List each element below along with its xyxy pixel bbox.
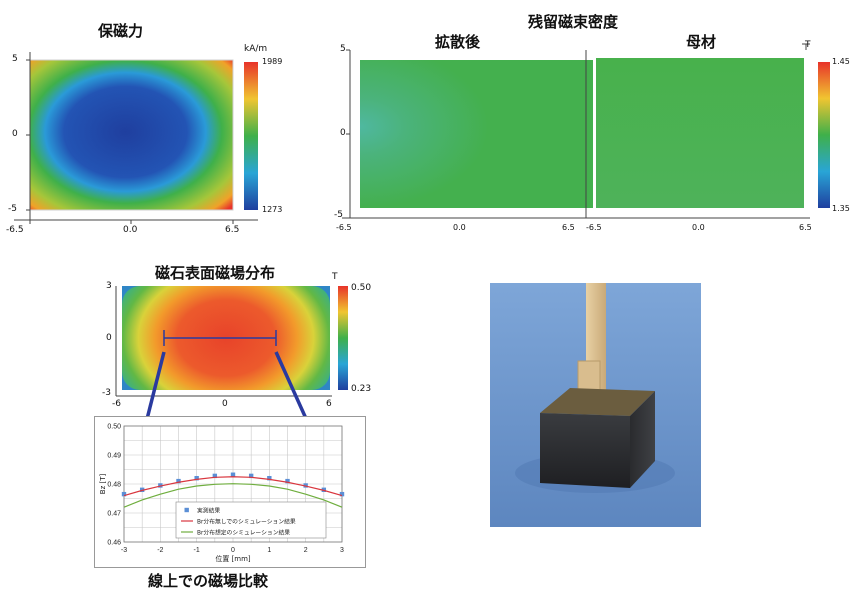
- y-tick-label: 0.48: [107, 482, 121, 489]
- remanence-heatmaps: [342, 43, 830, 219]
- chart4-title: 磁石表面磁場分布: [155, 264, 276, 282]
- data-point: [339, 491, 345, 497]
- surface-field-colorbar: [338, 286, 348, 390]
- y-tick-label: 0.47: [107, 511, 121, 518]
- x-tick-label: 3: [340, 547, 344, 554]
- series-line-1: [123, 476, 343, 497]
- remanence-colorbar: [818, 62, 830, 208]
- chart1-colorbar-min: 1273: [262, 205, 283, 214]
- y-tick-label: 0.49: [107, 453, 121, 460]
- chart2-xtick-left: -6.5: [336, 223, 352, 232]
- chart1-xtick-mid: 0.0: [123, 225, 138, 235]
- surface-field-heatmap: [115, 286, 348, 397]
- legend-label: Br分布想定のシミュレーション結果: [197, 529, 290, 537]
- data-point: [230, 472, 236, 477]
- chart4-xtick-right: 6: [326, 399, 332, 409]
- chart3-colorbar-max: 1.45: [832, 57, 850, 66]
- data-point: [248, 473, 254, 479]
- chart1-xtick-right: 6.5: [225, 225, 240, 235]
- plot-frame: [123, 425, 343, 543]
- chart2-ytick-top: 5: [340, 44, 346, 54]
- y-tick-label: 0.50: [107, 424, 121, 431]
- chart3-colorbar-unit: T: [805, 40, 811, 50]
- legend-label: 実測結果: [197, 507, 220, 515]
- chart3-colorbar-min: 1.35: [832, 204, 850, 213]
- chart4-xtick-left: -6: [112, 399, 121, 409]
- y-tick-label: 0.46: [107, 540, 121, 547]
- coercivity-colorbar: [244, 62, 258, 210]
- chart3-title: 母材: [686, 33, 717, 51]
- chart2-ytick-bot: -5: [334, 210, 343, 220]
- chart1-title: 保磁力: [98, 22, 144, 40]
- chart1-xtick-left: -6.5: [6, 225, 24, 235]
- chart3-xtick-right: 6.5: [799, 223, 812, 232]
- x-tick-label: -1: [194, 547, 200, 554]
- chart4-ytick-mid: 0: [106, 333, 112, 343]
- data-point: [285, 478, 290, 484]
- chart1-colorbar-unit: kA/m: [244, 44, 268, 54]
- y-axis-label: Bz [T]: [99, 474, 107, 495]
- chart3-xtick-left: -6.5: [586, 223, 602, 232]
- x-tick-label: 1: [267, 547, 271, 554]
- chart4-ytick-bot: -3: [102, 388, 111, 398]
- x-tick-label: 0: [231, 547, 235, 554]
- diffused-map: [360, 60, 593, 208]
- x-tick-label: -2: [157, 547, 163, 554]
- data-point: [121, 491, 127, 497]
- x-axis-label: 位置 [mm]: [215, 554, 251, 563]
- comparison-line-chart: -3 -2 -1 0 1 2 3 0.50 0.49 0.48 0.47 0.46 位置 [mm] Bz …: [94, 416, 366, 568]
- chart2-title: 拡散後: [435, 33, 481, 51]
- chart5-title: 線上での磁場比較: [148, 572, 269, 590]
- chart1-ytick-bot: -5: [8, 204, 17, 214]
- x-tick-label: -3: [121, 547, 127, 554]
- legend-swatch: [184, 507, 189, 513]
- chart4-colorbar-max: 0.50: [351, 283, 372, 293]
- series-line-2: [123, 483, 343, 508]
- base-material-map: [596, 58, 804, 208]
- coercivity-map: [30, 60, 233, 210]
- chart4-xtick-mid: 0: [222, 399, 228, 409]
- chart1-ytick-mid: 0: [12, 129, 18, 139]
- chart2-xtick-mid: 0.0: [453, 223, 466, 232]
- remanence-group-title: 残留磁束密度: [528, 13, 619, 31]
- x-tick-label: 2: [304, 547, 308, 554]
- data-point: [267, 476, 272, 481]
- chart2-ytick-mid: 0: [340, 128, 346, 138]
- data-point: [212, 473, 218, 479]
- chart1-colorbar-max: 1989: [262, 57, 283, 66]
- magnet-photo: [490, 283, 701, 527]
- chart3-xtick-mid: 0.0: [692, 223, 705, 232]
- data-point: [194, 476, 199, 481]
- chart4-colorbar-min: 0.23: [351, 384, 372, 394]
- chart4-ytick-top: 3: [106, 281, 112, 291]
- data-point: [176, 478, 181, 484]
- coercivity-heatmap: [14, 52, 258, 224]
- chart4-colorbar-unit: T: [332, 272, 338, 282]
- legend-label: Br分布無しでのシミュレーション結果: [197, 518, 296, 526]
- legend-box: [175, 501, 327, 539]
- chart2-xtick-right: 6.5: [562, 223, 575, 232]
- chart1-ytick-top: 5: [12, 54, 18, 64]
